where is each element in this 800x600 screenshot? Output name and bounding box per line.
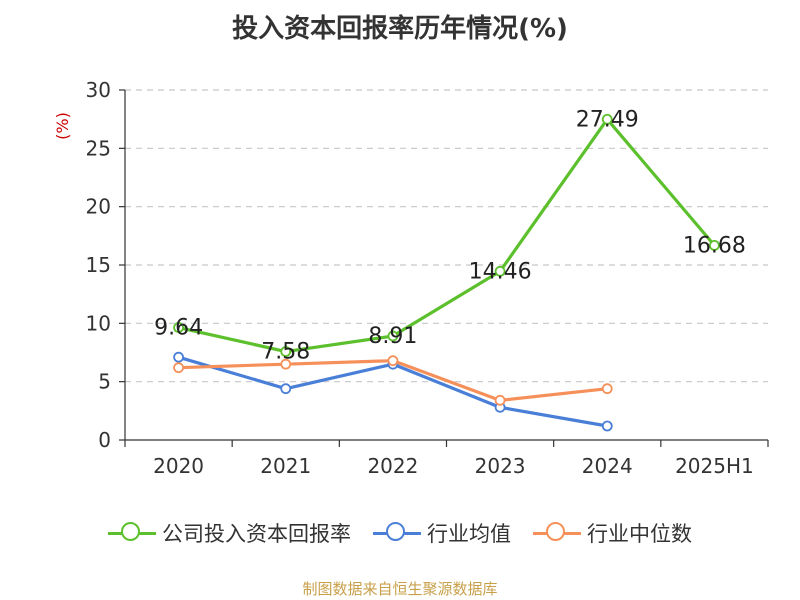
chart-title: 投入资本回报率历年情况(%) [232, 14, 568, 44]
series-0 [173, 113, 720, 357]
y-tick-label: 0 [98, 428, 111, 452]
legend-item-industry-median[interactable]: 行业中位数 [533, 518, 692, 548]
data-label: 7.58 [261, 340, 310, 365]
x-tick-label: 2025H1 [675, 454, 754, 478]
y-tick-label: 30 [86, 78, 111, 102]
legend-marker-company-roic [108, 521, 156, 545]
data-point [601, 420, 613, 432]
data-point [494, 394, 506, 406]
data-point [173, 351, 184, 363]
legend-item-industry-mean[interactable]: 行业均值 [373, 518, 511, 548]
data-point [601, 383, 613, 395]
data-point [709, 239, 720, 251]
x-tick-label: 2022 [367, 454, 418, 478]
x-tick-label: 2023 [475, 454, 526, 478]
y-tick-label: 15 [86, 253, 111, 277]
data-point [494, 265, 506, 277]
legend-label-industry-mean: 行业均值 [427, 522, 511, 546]
data-point [280, 383, 292, 395]
y-tick-label: 20 [86, 195, 111, 219]
y-tick-label: 5 [98, 370, 111, 394]
data-point [280, 358, 292, 370]
series-2 [173, 355, 613, 406]
x-tick-label: 2020 [153, 454, 204, 478]
legend-label-industry-median: 行业中位数 [587, 522, 692, 546]
legend-marker-industry-median [533, 521, 581, 545]
legend-item-company-roic[interactable]: 公司投入资本回报率 [108, 518, 351, 548]
x-tick-label: 2024 [582, 454, 633, 478]
y-tick-label: 10 [86, 311, 111, 335]
legend-marker-industry-mean [373, 521, 421, 545]
data-point [387, 355, 399, 367]
data-label: 16.68 [683, 233, 746, 258]
series-line [178, 117, 716, 354]
data-label: 27.49 [576, 107, 639, 132]
data-label: 8.91 [368, 324, 417, 349]
x-tick-label: 2021 [260, 454, 311, 478]
legend-label-company-roic: 公司投入资本回报率 [162, 522, 351, 546]
data-point [173, 362, 184, 374]
data-label: 14.46 [469, 259, 532, 284]
data-point [601, 113, 613, 125]
data-source-note: 制图数据来自恒生聚源数据库 [302, 580, 498, 598]
data-point [173, 322, 184, 333]
data-point [387, 330, 399, 342]
data-label: 9.64 [154, 316, 203, 341]
data-point [280, 346, 292, 357]
chart-legend: 公司投入资本回报率 行业均值 行业中位数 [0, 518, 800, 548]
y-axis-label: (%) [53, 112, 72, 140]
y-tick-label: 25 [86, 136, 111, 160]
